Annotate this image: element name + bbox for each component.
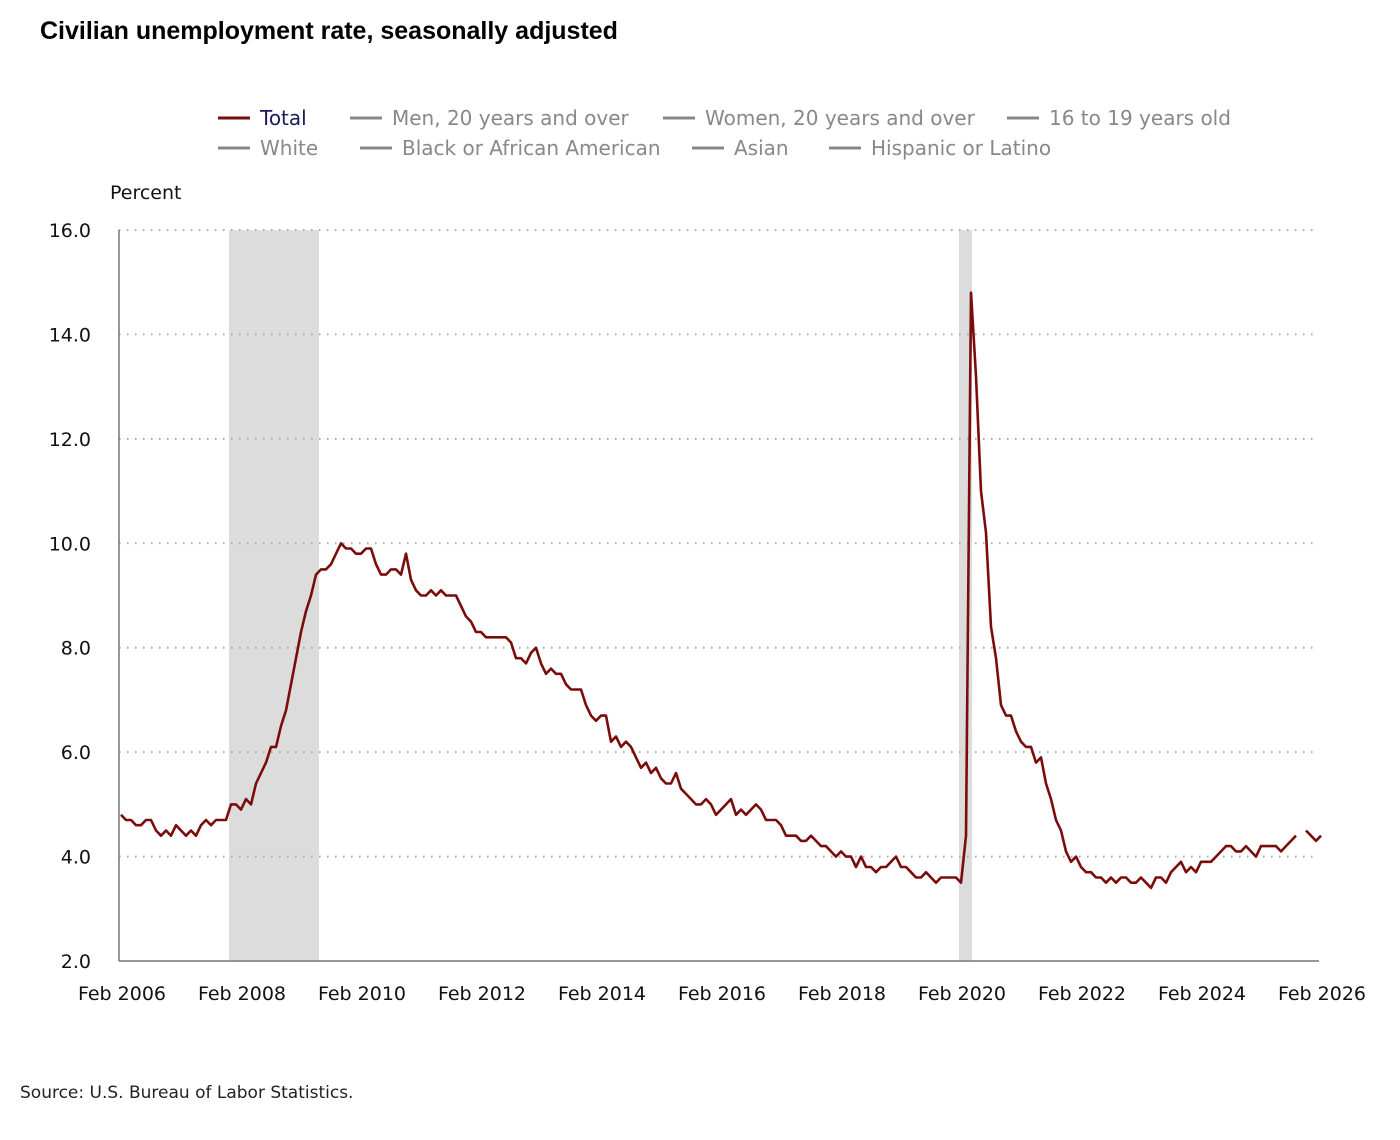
legend-item[interactable]: 16 to 19 years old (1007, 106, 1231, 130)
legend-item[interactable]: Asian (692, 136, 789, 160)
source-note: Source: U.S. Bureau of Labor Statistics. (20, 1083, 354, 1103)
legend-item[interactable]: Women, 20 years and over (663, 106, 976, 130)
legend-item[interactable]: White (218, 136, 318, 160)
legend-label: Men, 20 years and over (392, 106, 630, 130)
series-line-total (120, 291, 1297, 890)
y-axis-label: Percent (110, 182, 182, 204)
x-tick-label: Feb 2018 (798, 983, 886, 1005)
x-tick-label: Feb 2014 (558, 983, 646, 1005)
recession-bands (229, 230, 972, 961)
series-lines (120, 291, 1322, 890)
y-tick-label: 4.0 (61, 847, 91, 869)
y-tick-label: 6.0 (61, 742, 91, 764)
y-tick-label: 14.0 (49, 324, 91, 346)
legend-item[interactable]: Black or African American (360, 136, 661, 160)
legend-label: Asian (734, 136, 789, 160)
y-tick-label: 12.0 (49, 429, 91, 451)
x-tick-label: Feb 2024 (1158, 983, 1246, 1005)
legend-label: Black or African American (402, 136, 661, 160)
axes: 2.0 4.0 6.0 8.0 10.0 12.0 14.0 16.0 Feb 2006 Feb … (49, 220, 1366, 1005)
x-tick-label: Feb 2020 (918, 983, 1006, 1005)
y-tick-label: 16.0 (49, 220, 91, 242)
legend-label: Hispanic or Latino (871, 136, 1051, 160)
x-tick-label: Feb 2016 (678, 983, 766, 1005)
legend-label: 16 to 19 years old (1049, 106, 1231, 130)
gridlines (119, 229, 1319, 858)
x-tick-label: Feb 2012 (438, 983, 526, 1005)
chart-title: Civilian unemployment rate, seasonally a… (40, 17, 618, 45)
legend-label: Women, 20 years and over (705, 106, 976, 130)
legend-item[interactable]: Hispanic or Latino (829, 136, 1051, 160)
x-tick-label: Feb 2008 (198, 983, 286, 1005)
x-tick-label: Feb 2010 (318, 983, 406, 1005)
legend-item[interactable]: Men, 20 years and over (350, 106, 630, 130)
x-tick-label: Feb 2006 (78, 983, 166, 1005)
y-tick-label: 2.0 (61, 951, 91, 973)
legend: Total Men, 20 years and over Women, 20 yea… (218, 106, 1231, 160)
y-tick-label: 8.0 (61, 638, 91, 660)
y-tick-label: 10.0 (49, 533, 91, 555)
legend-label: Total (259, 106, 307, 130)
legend-label: White (260, 136, 318, 160)
x-tick-label: Feb 2026 (1278, 983, 1366, 1005)
x-tick-label: Feb 2022 (1038, 983, 1126, 1005)
recession-band (229, 230, 319, 961)
legend-item[interactable]: Total (218, 106, 307, 130)
series-line-total (1305, 829, 1322, 843)
